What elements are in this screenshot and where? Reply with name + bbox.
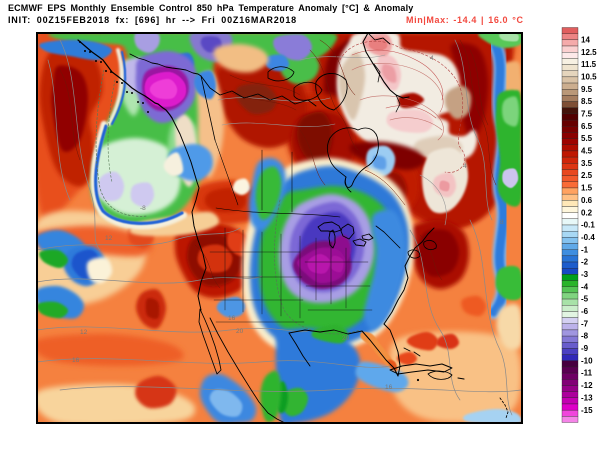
svg-text:-7: -7 [581, 319, 589, 328]
svg-text:7.5: 7.5 [581, 110, 593, 119]
svg-text:Min|Max: -14.4 | 16.0 °C: Min|Max: -14.4 | 16.0 °C [406, 15, 524, 25]
svg-text:10.5: 10.5 [581, 72, 597, 81]
svg-text:-13: -13 [581, 393, 593, 402]
svg-text:-10: -10 [581, 356, 593, 365]
svg-text:-2: -2 [581, 258, 589, 267]
svg-text:-11: -11 [581, 369, 593, 378]
svg-text:20: 20 [342, 335, 350, 342]
svg-text:9.5: 9.5 [581, 85, 593, 94]
svg-text:-1: -1 [581, 245, 589, 254]
svg-text:12: 12 [105, 235, 113, 242]
svg-text:-6: -6 [581, 307, 589, 316]
svg-text:4.5: 4.5 [581, 147, 593, 156]
svg-text:-15: -15 [581, 406, 593, 415]
svg-text:2.5: 2.5 [581, 171, 593, 180]
svg-text:12: 12 [80, 329, 88, 336]
svg-text:1.5: 1.5 [581, 184, 593, 193]
svg-text:-0.1: -0.1 [581, 221, 595, 230]
svg-text:-9: -9 [581, 344, 589, 353]
svg-text:-3: -3 [581, 270, 589, 279]
svg-text:-8: -8 [581, 332, 589, 341]
svg-text:8: 8 [500, 219, 504, 226]
svg-text:5.5: 5.5 [581, 134, 593, 143]
svg-text:-5: -5 [581, 295, 589, 304]
svg-text:0.2: 0.2 [581, 208, 593, 217]
svg-text:16: 16 [385, 384, 393, 391]
svg-text:16: 16 [228, 315, 236, 322]
svg-text:4: 4 [430, 55, 434, 62]
svg-text:-12: -12 [581, 381, 593, 390]
svg-text:INIT: 00Z15FEB2018 fx: [696] h: INIT: 00Z15FEB2018 fx: [696] hr --> Fri … [8, 15, 297, 25]
svg-text:16: 16 [72, 357, 80, 364]
svg-text:-8: -8 [140, 205, 146, 212]
svg-text:12.5: 12.5 [581, 48, 597, 57]
svg-text:20: 20 [236, 328, 244, 335]
svg-text:-4: -4 [581, 282, 589, 291]
svg-text:ECMWF EPS Monthly Ensemble Con: ECMWF EPS Monthly Ensemble Control 850 h… [8, 3, 413, 13]
svg-text:11.5: 11.5 [581, 60, 597, 69]
svg-text:14: 14 [581, 35, 590, 44]
svg-text:3.5: 3.5 [581, 159, 593, 168]
svg-text:4: 4 [463, 163, 467, 170]
svg-text:8.5: 8.5 [581, 97, 593, 106]
svg-text:6.5: 6.5 [581, 122, 593, 131]
svg-text:-0.4: -0.4 [581, 233, 595, 242]
svg-text:0.6: 0.6 [581, 196, 593, 205]
